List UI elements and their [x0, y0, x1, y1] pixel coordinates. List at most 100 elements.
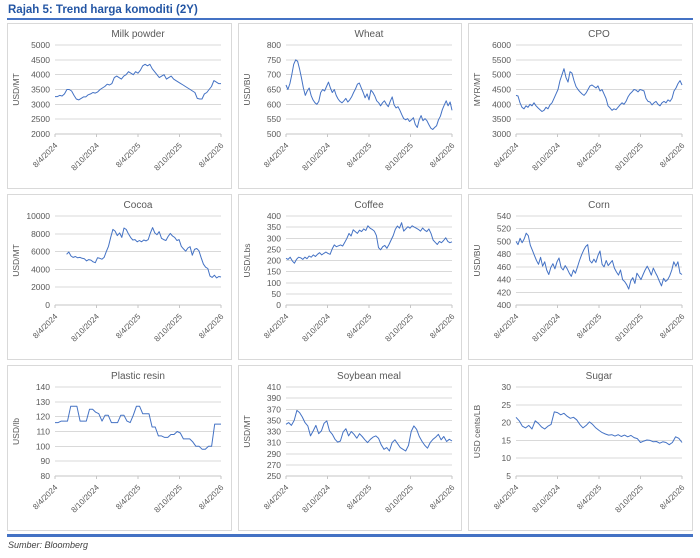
- chart-title: Sugar: [586, 371, 613, 382]
- svg-text:8/10/2024: 8/10/2024: [300, 141, 332, 173]
- svg-text:8/10/2024: 8/10/2024: [69, 483, 101, 515]
- x-tick-labels: 8/4/2024 8/10/2024 8/4/2025 8/10/2025 8/4/20…: [492, 476, 687, 515]
- svg-text:8/4/2025: 8/4/2025: [575, 483, 604, 512]
- gridlines: [55, 386, 221, 477]
- svg-text:420: 420: [497, 287, 511, 297]
- svg-text:8/4/2025: 8/4/2025: [345, 483, 374, 512]
- svg-text:8/10/2025: 8/10/2025: [152, 483, 184, 515]
- chart-title: Cocoa: [124, 200, 153, 211]
- x-tick-labels: 8/4/2024 8/10/2024 8/4/2025 8/10/2025 8/4/20…: [262, 305, 456, 344]
- y-axis-title: USD/lb: [11, 418, 21, 445]
- svg-text:200: 200: [266, 256, 280, 266]
- svg-text:600: 600: [266, 99, 280, 109]
- x-tick-labels: 8/4/2024 8/10/2024 8/4/2025 8/10/2025 8/4/20…: [262, 476, 457, 515]
- svg-text:8/10/2024: 8/10/2024: [531, 483, 563, 515]
- svg-text:3000: 3000: [492, 129, 511, 139]
- svg-text:130: 130: [36, 397, 50, 407]
- svg-text:8000: 8000: [31, 229, 50, 239]
- svg-text:750: 750: [266, 55, 280, 65]
- svg-text:290: 290: [266, 449, 280, 459]
- svg-text:8/4/2025: 8/4/2025: [345, 312, 374, 341]
- chart-title: Plastic resin: [111, 371, 165, 382]
- svg-text:2000: 2000: [31, 282, 50, 292]
- svg-text:8/4/2024: 8/4/2024: [262, 312, 291, 341]
- charts-grid: Milk powder USD/MT 2000 2500 3000 3500 4000 450…: [7, 23, 693, 531]
- svg-text:250: 250: [266, 244, 280, 254]
- svg-text:8/4/2025: 8/4/2025: [575, 312, 604, 341]
- svg-text:400: 400: [497, 300, 511, 310]
- gridlines: [55, 44, 221, 135]
- svg-text:440: 440: [497, 275, 511, 285]
- chart-title: Milk powder: [111, 29, 165, 40]
- svg-text:80: 80: [41, 471, 51, 481]
- data-series-line: [515, 232, 683, 290]
- svg-text:8/4/2026: 8/4/2026: [428, 483, 457, 512]
- svg-text:120: 120: [36, 412, 50, 422]
- svg-text:5000: 5000: [31, 40, 50, 50]
- svg-text:800: 800: [266, 40, 280, 50]
- svg-text:8/10/2024: 8/10/2024: [69, 312, 101, 344]
- header-rule: [7, 18, 693, 20]
- data-series-line: [66, 227, 222, 279]
- x-tick-labels: 8/4/2024 8/10/2024 8/4/2025 8/10/2025 8/4/20…: [31, 134, 226, 173]
- y-tick-labels: 0 2000 4000 6000 8000 10000: [26, 211, 50, 310]
- svg-text:8/4/2025: 8/4/2025: [345, 141, 374, 170]
- svg-text:8/4/2026: 8/4/2026: [658, 141, 687, 170]
- chart-svg-plastic-resin: Plastic resin USD/lb 80 90 100 110 120 130 140 8/…: [11, 371, 226, 515]
- chart-svg-sugar: Sugar USD cents/LB 5 10 15 20 25 30 8/4/2024 8/10…: [472, 371, 687, 515]
- chart-svg-wheat: Wheat USD/BU 500 550 600 650 700 750 800 8/4/2024…: [242, 29, 457, 173]
- svg-text:460: 460: [497, 262, 511, 272]
- x-tick-labels: 8/4/2024 8/10/2024 8/4/2025 8/10/2025 8/4/20…: [31, 476, 226, 515]
- svg-text:10: 10: [502, 453, 512, 463]
- chart-panel-cocoa: Cocoa USD/MT 0 2000 4000 6000 8000 10000 8/4/202…: [7, 194, 232, 360]
- chart-panel-sugar: Sugar USD cents/LB 5 10 15 20 25 30 8/4/2024 8/10…: [468, 365, 693, 531]
- svg-text:2000: 2000: [31, 129, 50, 139]
- chart-panel-wheat: Wheat USD/BU 500 550 600 650 700 750 800 8/4/2024…: [237, 23, 463, 189]
- svg-text:2500: 2500: [31, 114, 50, 124]
- chart-panel-cpo: CPO MYR/MT 3000 3500 4000 4500 5000 5500 6000 8/4…: [468, 23, 693, 189]
- gridlines: [55, 215, 221, 306]
- y-axis-title: USD/BU: [242, 73, 252, 105]
- svg-text:480: 480: [497, 249, 511, 259]
- svg-text:6000: 6000: [492, 40, 511, 50]
- x-tick-labels: 8/4/2024 8/10/2024 8/4/2025 8/10/2025 8/4/20…: [31, 305, 226, 344]
- svg-text:3500: 3500: [31, 85, 50, 95]
- y-tick-labels: 80 90 100 110 120 130 140: [36, 382, 50, 481]
- svg-text:8/10/2025: 8/10/2025: [614, 141, 646, 173]
- svg-text:250: 250: [266, 471, 280, 481]
- svg-text:550: 550: [266, 114, 280, 124]
- chart-panel-coffee: Coffee USD/Lbs 0 50 100 150 200 250 300 350 400 8/4…: [237, 194, 463, 360]
- svg-text:650: 650: [266, 85, 280, 95]
- svg-text:4500: 4500: [492, 85, 511, 95]
- svg-text:400: 400: [266, 211, 280, 221]
- svg-text:5000: 5000: [492, 70, 511, 80]
- svg-text:3500: 3500: [492, 114, 511, 124]
- chart-title: Wheat: [354, 29, 383, 40]
- svg-text:8/4/2025: 8/4/2025: [575, 141, 604, 170]
- svg-text:150: 150: [266, 267, 280, 277]
- chart-title: Soybean meal: [337, 371, 401, 382]
- y-axis-title: MYR/MT: [472, 73, 482, 107]
- svg-text:20: 20: [502, 418, 512, 428]
- chart-panel-milk-powder: Milk powder USD/MT 2000 2500 3000 3500 4000 450…: [7, 23, 232, 189]
- svg-text:8/4/2024: 8/4/2024: [31, 483, 60, 512]
- svg-text:300: 300: [266, 233, 280, 243]
- y-tick-labels: 3000 3500 4000 4500 5000 5500 6000: [492, 40, 511, 139]
- x-tick-labels: 8/4/2024 8/10/2024 8/4/2025 8/10/2025 8/4/20…: [492, 305, 687, 344]
- svg-text:500: 500: [497, 236, 511, 246]
- svg-text:8/10/2025: 8/10/2025: [383, 483, 415, 515]
- source-note: Sumber: Bloomberg: [8, 539, 89, 550]
- svg-text:8/4/2026: 8/4/2026: [658, 483, 687, 512]
- y-axis-title: USD/MT: [242, 415, 252, 448]
- svg-text:15: 15: [502, 435, 512, 445]
- data-series-line: [285, 409, 452, 452]
- svg-text:100: 100: [266, 278, 280, 288]
- chart-title: Coffee: [354, 200, 384, 211]
- svg-text:8/10/2025: 8/10/2025: [152, 312, 184, 344]
- chart-title: CPO: [588, 29, 610, 40]
- chart-panel-corn: Corn USD/BU 400 420 440 460 480 500 520 540 8/4/20…: [468, 194, 693, 360]
